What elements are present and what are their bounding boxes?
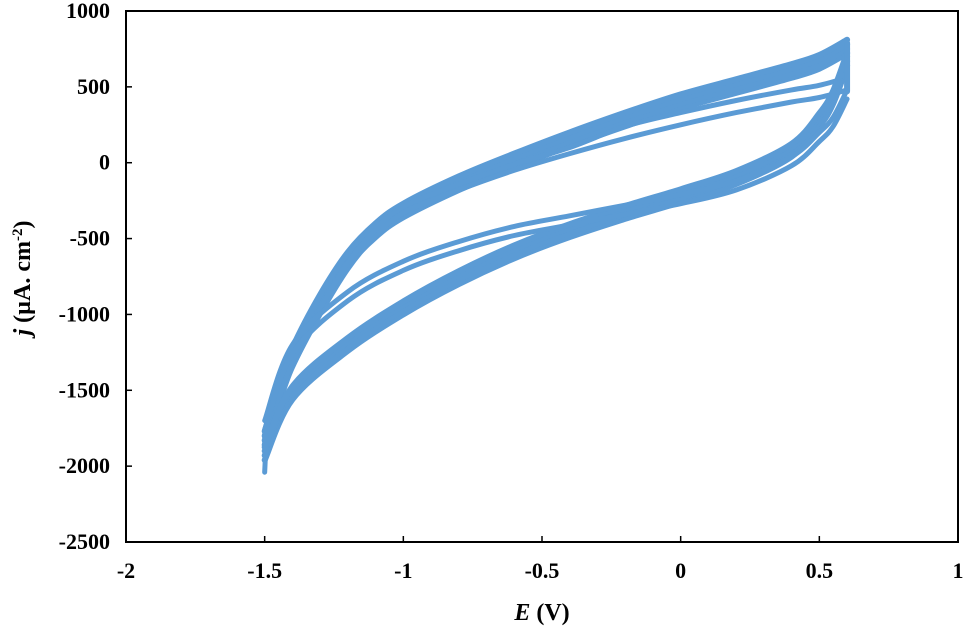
y-axis-title: j (µA. cm-2) bbox=[10, 221, 36, 340]
x-tick-label: -2 bbox=[117, 558, 135, 583]
y-tick-label: 500 bbox=[77, 74, 110, 99]
y-tick-label: 1000 bbox=[66, 0, 110, 23]
y-tick-label: -2500 bbox=[59, 529, 110, 554]
x-tick-label: -0.5 bbox=[525, 558, 560, 583]
x-tick-label: 0 bbox=[675, 558, 686, 583]
cv-curve bbox=[262, 87, 850, 424]
y-tick-label: -2000 bbox=[59, 453, 110, 478]
x-tick-label: 1 bbox=[953, 558, 963, 583]
cv-curve bbox=[262, 75, 850, 440]
cv-curve bbox=[262, 96, 850, 433]
y-tick-label: -500 bbox=[70, 226, 110, 251]
y-tick-label: -1500 bbox=[59, 377, 110, 402]
x-tick-label: -1 bbox=[394, 558, 412, 583]
y-tick-label: -1000 bbox=[59, 301, 110, 326]
cv-curves bbox=[261, 36, 851, 475]
cv-curve bbox=[261, 49, 851, 451]
y-axis-ticks: 1000 500 0 -500 -1000 -1500 -2000 -2500 bbox=[59, 0, 132, 554]
cv-curve bbox=[261, 36, 851, 435]
cv-curve bbox=[262, 87, 850, 446]
y-tick-label: 0 bbox=[99, 150, 110, 175]
x-axis-ticks: -2 -1.5 -1 -0.5 0 0.5 1 bbox=[117, 536, 963, 583]
x-tick-label: 0.5 bbox=[806, 558, 834, 583]
x-axis-title: E (V) bbox=[513, 600, 569, 626]
x-tick-label: -1.5 bbox=[247, 558, 282, 583]
cv-vertex-left bbox=[262, 410, 270, 475]
